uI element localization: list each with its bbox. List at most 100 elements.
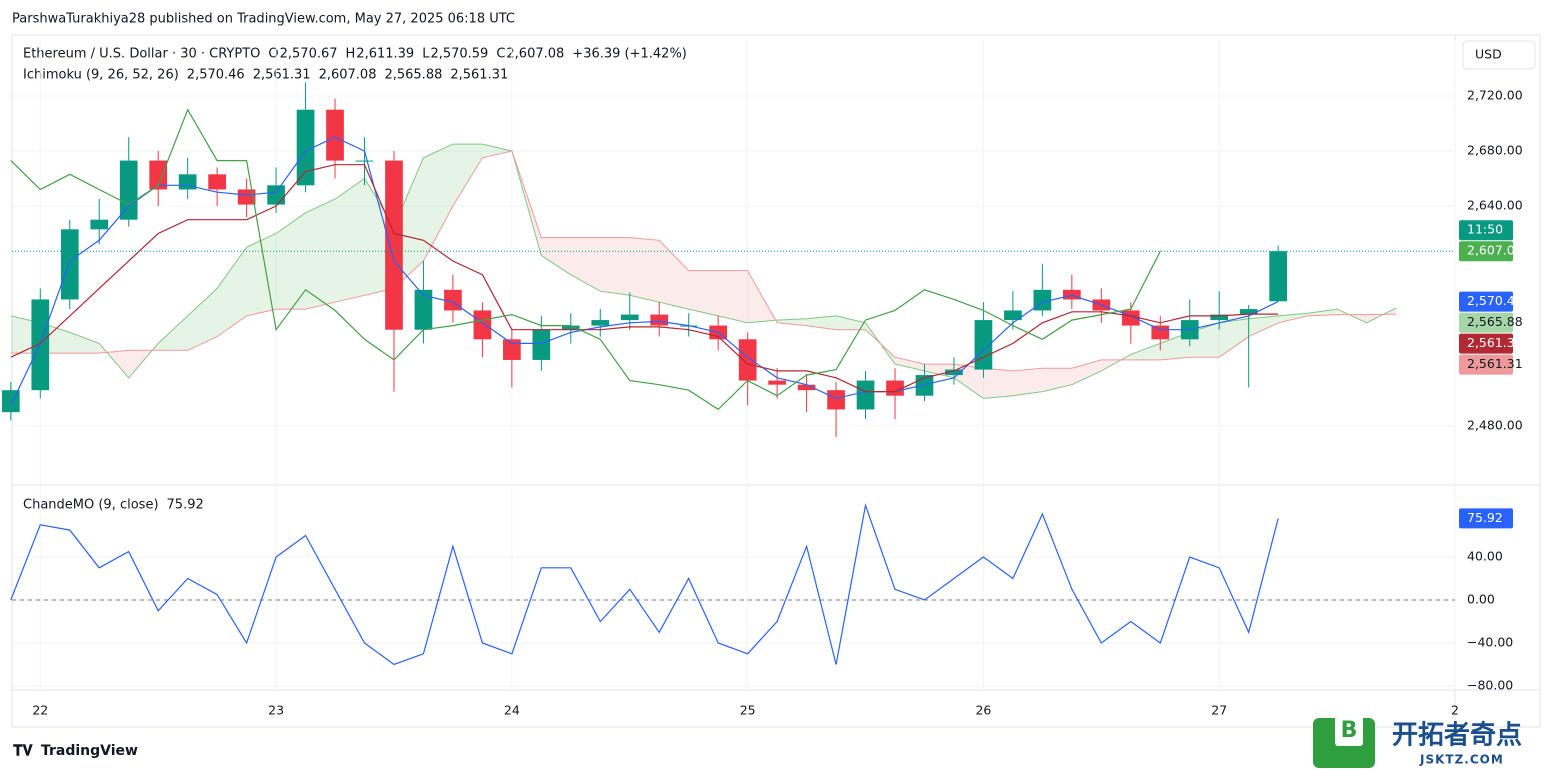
candle-body (1269, 251, 1288, 302)
cloud (1160, 332, 1190, 360)
price-badge (1459, 354, 1513, 375)
candle-body (532, 329, 551, 360)
x-tick-label: 23 (268, 703, 284, 718)
y-tick-label: 2,640.00 (1467, 197, 1523, 212)
candle-body (856, 380, 875, 410)
candle-body (503, 339, 521, 360)
candle-body (1239, 309, 1258, 315)
candle-body (473, 310, 492, 340)
candle-body (591, 320, 610, 326)
legend-text: L (422, 47, 430, 62)
price-badge (1459, 291, 1513, 312)
indicator-line (10, 136, 1279, 406)
price-badge-label: 2,607.08 (1467, 243, 1523, 258)
indicator-line (10, 164, 1279, 393)
candle-body (797, 384, 816, 391)
legend-text: C (496, 47, 505, 62)
y-tick-label: 2,480.00 (1467, 417, 1523, 432)
cloud (246, 233, 277, 316)
candle-body (149, 160, 168, 190)
countdown-badge (1459, 220, 1513, 241)
candle-body (237, 189, 256, 205)
cloud (1130, 343, 1161, 360)
cloud (217, 247, 247, 337)
legend-text: +36.39 (+1.42%) (572, 47, 687, 62)
candle-body (119, 160, 138, 220)
cloud (1248, 315, 1279, 337)
cloud (541, 237, 571, 275)
candle-body (768, 380, 786, 385)
price-badge (1459, 241, 1513, 262)
x-tick-label: 22 (32, 703, 48, 718)
x-tick-label: 26 (975, 703, 991, 718)
x-tick-label: 25 (740, 703, 756, 718)
countdown: 11:50 (1467, 222, 1503, 237)
candle-body (444, 289, 462, 311)
x-tick-label: 2 (1451, 703, 1459, 718)
y-tick-label: 2,680.00 (1467, 142, 1523, 157)
watermark-text: 开拓者奇点 (1392, 720, 1522, 751)
cloud (659, 240, 689, 310)
cloud (600, 237, 630, 296)
cloud (570, 237, 601, 292)
legend-text: 2,565.88 (384, 68, 442, 83)
cloud (688, 270, 719, 316)
cmo-line (10, 503, 1279, 666)
indicator-line (10, 108, 1161, 411)
x-tick-label: 27 (1211, 703, 1227, 718)
candle-body (326, 109, 344, 161)
currency: USD (1475, 47, 1502, 62)
legend-text: 2,570.67 (280, 47, 338, 62)
y-tick-label: 40.00 (1467, 549, 1503, 564)
y-tick-label: −40.00 (1467, 635, 1513, 650)
y-tick-label: 0.00 (1467, 592, 1495, 607)
x-tick-label: 24 (504, 703, 520, 718)
legend-text: 2,561.31 (253, 68, 311, 83)
cloud (158, 315, 188, 351)
cloud (1042, 368, 1072, 392)
candle-body (414, 289, 433, 330)
legend-text: 2,561.31 (450, 68, 508, 83)
candle-body (1210, 314, 1229, 321)
candle-body (31, 299, 50, 391)
legend-text: H (346, 47, 356, 62)
candle-body (90, 219, 109, 230)
cloud (983, 368, 1013, 399)
price-badge (1459, 333, 1513, 354)
cloud (1012, 368, 1043, 396)
legend-text: Ichimoku (9, 26, 52, 26) (23, 68, 179, 83)
candle-body (1151, 325, 1170, 340)
candle-body (267, 185, 285, 205)
currency-button[interactable] (1462, 40, 1536, 70)
frame (11, 34, 1541, 728)
candle-body (620, 314, 639, 321)
candle-body (1033, 289, 1052, 311)
watermark: B 开拓者奇点 JSKTZ.COM (1313, 716, 1522, 768)
legend-text: 2,570.46 (187, 68, 245, 83)
legend-text: 2,611.39 (356, 47, 414, 62)
cloud (187, 288, 218, 351)
cloud-edge (10, 150, 1397, 372)
cloud (335, 178, 365, 303)
value-badge (1459, 508, 1513, 529)
candle-body (945, 369, 963, 376)
legend-text: O (268, 47, 278, 62)
price-badge-label: 2,561.31 (1467, 356, 1523, 371)
cloud (718, 270, 748, 323)
cloud (895, 357, 925, 371)
cloud (276, 212, 306, 310)
y-tick-label: −80.00 (1467, 678, 1513, 693)
legend-text: 2,607.08 (506, 47, 564, 62)
legend-text: Ethereum / U.S. Dollar · 30 · CRYPTO (23, 47, 260, 62)
candle-body (1063, 289, 1081, 300)
cloud (836, 315, 866, 330)
indicator-value: 75.92 (167, 498, 204, 513)
candle-body (208, 174, 226, 190)
cloud (1219, 318, 1249, 358)
cloud (69, 332, 100, 354)
watermark-site: JSKTZ.COM (1419, 753, 1504, 767)
candle-body (827, 390, 845, 410)
cloud-edge (10, 143, 1397, 399)
